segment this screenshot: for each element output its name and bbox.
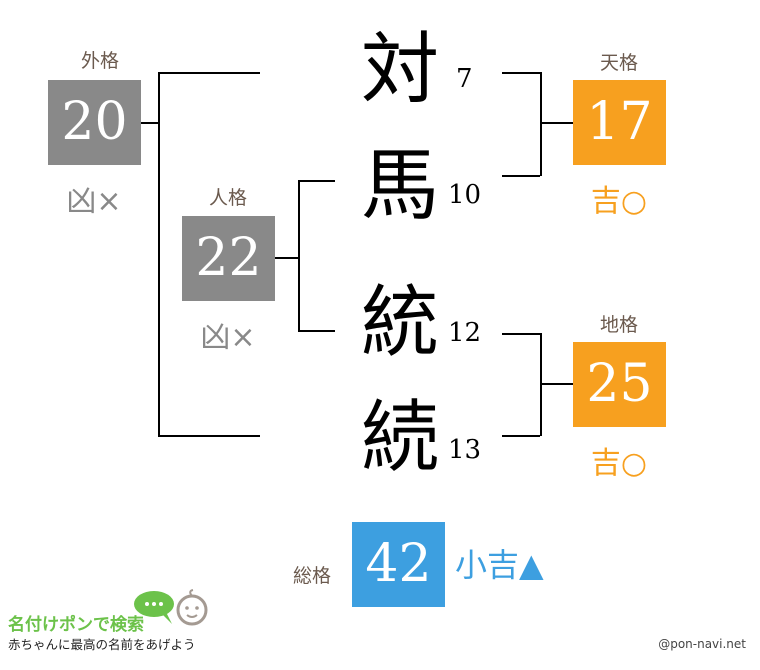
- bracket-line: [502, 333, 540, 335]
- bracket-line: [140, 122, 158, 124]
- stroke-count: 10: [448, 180, 482, 210]
- name-char: 馬: [360, 141, 439, 231]
- site-credit: @pon-navi.net: [658, 637, 746, 651]
- chikaku-result: 吉○: [590, 446, 648, 481]
- bracket-line: [502, 175, 540, 177]
- gaikaku-label: 外格: [80, 50, 119, 72]
- chikaku-label: 地格: [599, 314, 638, 336]
- baby-face-icon: [176, 589, 208, 626]
- soukaku-result: 小吉▲: [455, 546, 544, 584]
- tenkaku-value: 17: [573, 80, 666, 165]
- bracket-line: [502, 435, 540, 437]
- stroke-count: 13: [448, 435, 482, 465]
- bracket-line: [540, 72, 542, 176]
- logo-tagline: 赤ちゃんに最高の名前をあげよう: [8, 637, 196, 652]
- tenkaku-result: 吉○: [590, 184, 648, 219]
- bracket-line: [298, 180, 335, 182]
- jinkaku-label: 人格: [208, 187, 247, 209]
- name-char: 統: [360, 278, 439, 368]
- jinkaku-result: 凶×: [200, 320, 256, 355]
- logo-title: 名付けポンで検索: [8, 615, 144, 635]
- stroke-count: 12: [448, 318, 482, 348]
- jinkaku-value: 22: [182, 216, 275, 301]
- bracket-line: [540, 333, 542, 436]
- bracket-line: [540, 122, 573, 124]
- speech-bubble-icon: [134, 591, 174, 624]
- bracket-line: [158, 435, 260, 437]
- name-char: 続: [360, 393, 439, 483]
- logo[interactable]: 名付けポンで検索 赤ちゃんに最高の名前をあげよう: [8, 588, 228, 658]
- bracket-line: [158, 72, 160, 436]
- chikaku-value: 25: [573, 342, 666, 427]
- name-char: 対: [360, 25, 439, 115]
- bracket-line: [298, 330, 335, 332]
- soukaku-value: 42: [352, 522, 445, 607]
- bracket-line: [275, 257, 298, 259]
- gaikaku-result: 凶×: [66, 184, 122, 219]
- bracket-line: [298, 180, 300, 331]
- bracket-line: [540, 383, 573, 385]
- bracket-line: [158, 72, 260, 74]
- gaikaku-value: 20: [48, 80, 141, 165]
- tenkaku-label: 天格: [599, 52, 638, 74]
- stroke-count: 7: [456, 64, 473, 94]
- soukaku-label: 総格: [292, 565, 331, 587]
- bracket-line: [502, 72, 540, 74]
